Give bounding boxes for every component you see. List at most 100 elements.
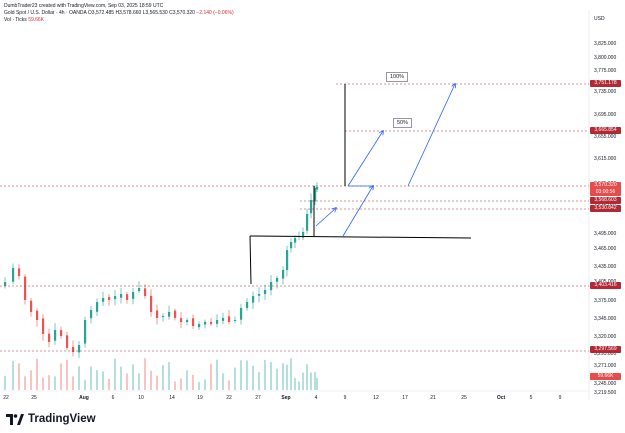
volume-bar [18, 363, 20, 390]
volume-bar [174, 381, 176, 390]
time-tick-label: 25 [461, 395, 467, 401]
trendline-horizontal[interactable] [249, 235, 472, 239]
candle-body [114, 296, 117, 300]
time-tick-label: 9 [559, 395, 562, 401]
candle-body [36, 310, 39, 320]
projection-arrow[interactable] [407, 84, 455, 187]
volume-bar [270, 362, 272, 390]
candle-body [18, 268, 21, 276]
tradingview-logo-icon [6, 413, 24, 425]
candle-body [180, 318, 183, 322]
candle-body [234, 320, 237, 321]
time-tick-label: 21 [430, 395, 436, 401]
volume-line: Vol · Ticks 59.66K [4, 17, 234, 24]
candle-body [192, 318, 195, 326]
currency-label[interactable]: USD [594, 16, 605, 22]
volume-bar [4, 376, 6, 390]
volume-bar [78, 366, 80, 390]
price-tick-label: 3,345.000 [594, 316, 616, 322]
volume-bar [186, 370, 188, 390]
volume-bar [204, 379, 206, 390]
volume-label[interactable]: Vol · Ticks [4, 17, 27, 23]
horizontal-levels [0, 83, 589, 352]
candle-body [48, 333, 51, 342]
projection-arrow[interactable] [342, 186, 373, 237]
volume-bar [192, 374, 194, 390]
volume-bar [216, 359, 218, 390]
volume-bar [132, 364, 134, 390]
time-tick-label: 6 [112, 395, 115, 401]
candle-body [246, 302, 249, 309]
volume-tag: 59.66K [590, 373, 621, 380]
candle-body [228, 316, 231, 322]
ohlc-values: O3,572.485 H3,578.660 L3,565.530 C3,570.… [87, 10, 195, 16]
volume-bar [258, 372, 260, 390]
candle-body [168, 312, 171, 317]
price-tick-label: 3,245.000 [594, 381, 616, 387]
volume-bar [286, 364, 288, 390]
volume-bar [120, 366, 122, 390]
candle-body [144, 288, 147, 296]
price-tick-label: 3,825.000 [594, 41, 616, 47]
price-tick-label: 3,320.000 [594, 334, 616, 340]
fib-label-100[interactable]: 100% [386, 72, 409, 82]
price-tag-3665: 3,665.854 [590, 127, 621, 134]
candle-body [126, 294, 129, 300]
candle-body [198, 324, 201, 328]
volume-bar [290, 358, 292, 390]
trendline-vertical-left[interactable] [249, 235, 252, 285]
chart-grid [0, 10, 590, 400]
tradingview-logo[interactable]: TradingView [6, 411, 96, 427]
price-tick-label: 3,465.000 [594, 246, 616, 252]
time-tick-label: 5 [530, 395, 533, 401]
projection-arrow[interactable] [347, 131, 383, 187]
volume-bar [276, 368, 278, 390]
volume-bar [54, 376, 56, 390]
time-tick-label: 9 [344, 395, 347, 401]
price-tick-label: 3,219.500 [594, 390, 616, 396]
volume-bar [156, 375, 158, 390]
candle-body [72, 346, 75, 352]
symbol-name[interactable]: Gold Spot / U.S. Dollar · 4h · OANDA [4, 10, 87, 16]
price-axis[interactable]: 3,825.000 3,800.000 3,775.000 3,735.000 3,69… [594, 41, 616, 396]
price-tag-3297: 3,297.569 [590, 346, 621, 353]
time-tick-label: Aug [79, 395, 89, 401]
candle-body [156, 310, 159, 318]
time-tick-label: 25 [31, 395, 37, 401]
candle-body [90, 310, 93, 319]
price-tick-label: 3,735.000 [594, 89, 616, 95]
volume-bar [114, 358, 116, 390]
volume-bar [42, 377, 44, 390]
time-tick-label: Oct [497, 395, 506, 401]
time-tick-label: 10 [138, 395, 144, 401]
time-tick-label: 14 [169, 395, 175, 401]
candle-body [270, 282, 273, 291]
price-tag-current: 3,570.320 03:00:56 [590, 182, 621, 196]
candle-body [302, 232, 305, 238]
price-tick-label: 3,615.000 [594, 156, 616, 162]
volume-bar [222, 373, 224, 390]
candle-body [204, 322, 207, 325]
volume-bar [298, 381, 300, 390]
candle-body [216, 320, 219, 324]
candle-body [42, 318, 45, 334]
time-tick-label: 19 [197, 395, 203, 401]
time-axis[interactable]: 22 25 Aug 6 10 14 19 22 27 Sep 4 9 12 17 21 25 Oct 5 9 [3, 395, 561, 401]
fib-label-50[interactable]: 50% [393, 118, 413, 128]
volume-bar [264, 360, 266, 390]
time-tick-label: 4 [315, 395, 318, 401]
candle-body [264, 290, 267, 294]
candle-body [30, 300, 33, 312]
volume-bar [126, 373, 128, 390]
time-tick-label: 22 [3, 395, 9, 401]
volume-bar [306, 364, 308, 390]
volume-bar [60, 363, 62, 390]
candle-body [162, 316, 165, 317]
candle-body [316, 187, 319, 190]
time-tick-label: 12 [373, 395, 379, 401]
user-drawings[interactable] [249, 84, 472, 285]
projection-arrow[interactable] [315, 208, 336, 227]
volume-bar [66, 359, 68, 390]
price-tick-label: 3,271.000 [594, 363, 616, 369]
